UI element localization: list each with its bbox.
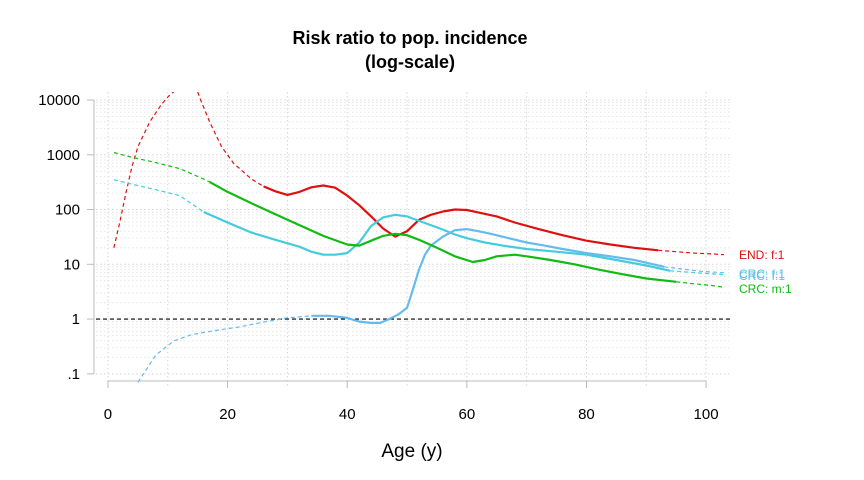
series-end-label: CRC: f:1 [739, 267, 785, 281]
chart-subtitle: (log-scale) [365, 52, 455, 72]
x-tick-label: 100 [694, 406, 719, 423]
x-tick-label: 40 [339, 406, 356, 423]
y-tick-label: 1000 [47, 147, 80, 164]
y-tick-label: 1 [72, 311, 80, 328]
x-tick-label: 80 [578, 406, 595, 423]
y-tick-label: 10 [63, 256, 80, 273]
axes: 0 20 40 60 80 100 .1 1 10 100 1000 10000 [38, 92, 718, 423]
series-dashed-line [137, 315, 312, 383]
series-line [203, 210, 671, 272]
series-dashed-line [113, 151, 210, 183]
series-dashed-line [113, 92, 175, 248]
series-end-label: END: f:1 [739, 248, 785, 262]
series-end-label: CRC: m:1 [739, 282, 792, 296]
series-dashed-line [676, 281, 725, 288]
series-dashed-line [664, 266, 725, 274]
y-tick-label: 10000 [38, 92, 80, 109]
y-tick-label: .1 [67, 366, 80, 383]
series-lines [96, 92, 730, 383]
x-tick-label: 60 [458, 406, 475, 423]
grid [96, 92, 730, 386]
series-line [209, 180, 677, 283]
y-tick-label: 100 [55, 202, 80, 219]
series-line [311, 228, 665, 324]
series-dashed-line [113, 179, 205, 213]
series-end-label: CRC: f:1 [739, 269, 785, 283]
x-tick-label: 0 [104, 406, 112, 423]
chart-title: Risk ratio to pop. incidence [292, 28, 527, 48]
x-axis-title: Age (y) [381, 441, 442, 462]
series-dashed-line [670, 270, 725, 276]
x-tick-label: 20 [219, 406, 236, 423]
series-dashed-line [197, 92, 264, 187]
series-dashed-line [658, 249, 725, 256]
